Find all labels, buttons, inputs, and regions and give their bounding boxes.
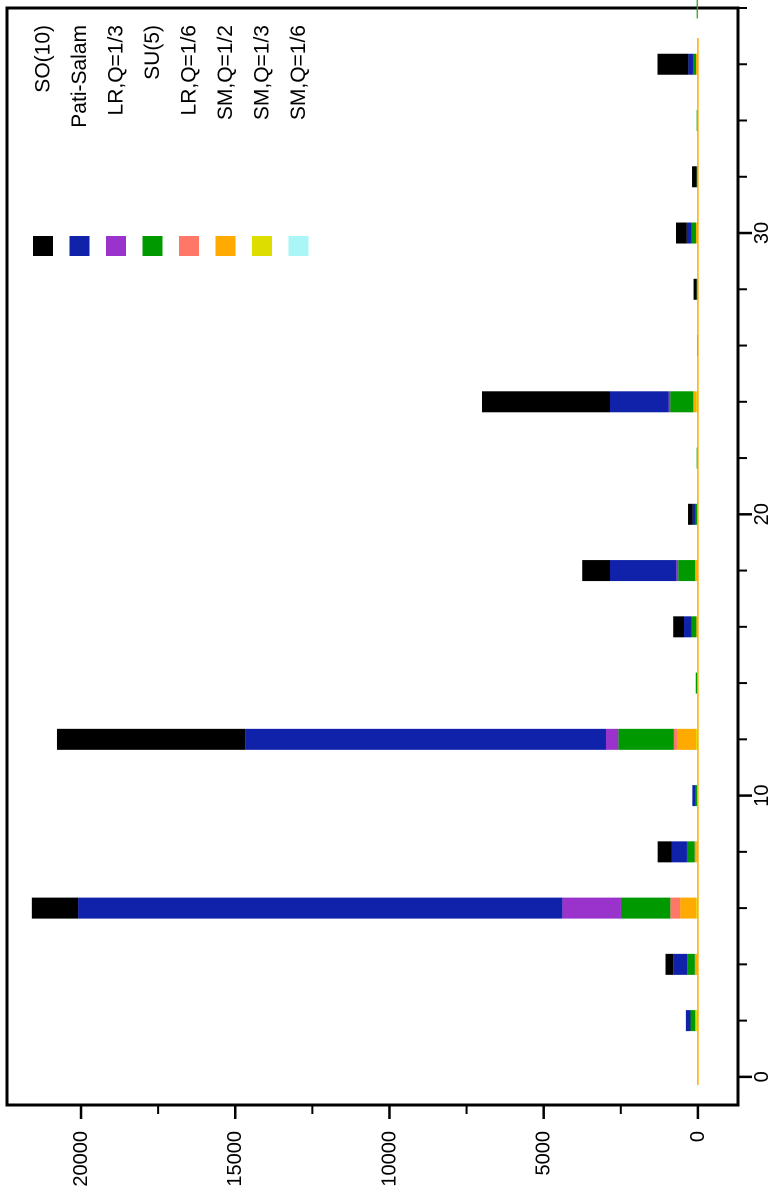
- bar-segment-su-5-x14: [695, 672, 698, 694]
- bar-segment-so-10-x12: [56, 728, 246, 750]
- bar-segment-su-5-x32: [696, 166, 698, 188]
- bar-segment-lr-q-1-3-x24: [668, 391, 671, 413]
- bar-segment-lr-q-1-6-x24: [693, 391, 694, 413]
- bars-group: [31, 0, 699, 1085]
- bar-segment-so-10-x36: [657, 53, 689, 75]
- bar-segment-pati-salam-x12: [245, 728, 606, 750]
- bar-segment-so-10-x32: [692, 166, 697, 188]
- bar-segment-su-5-x18: [678, 560, 696, 582]
- bar-segment-so-10-x30: [676, 222, 687, 244]
- bar-segment-sm-q-1-2-x4: [695, 953, 697, 975]
- bar-segment-lr-q-1-3-x6: [562, 897, 621, 919]
- bar-segment-lr-q-1-6-x4: [694, 953, 696, 975]
- bar-segment-so-10-x16: [673, 616, 685, 638]
- bar-segment-pati-salam-x2: [685, 1010, 691, 1032]
- legend: SO(10) Pati-Salam LR,Q=1/3 SU(5) LR,Q=1/6 SM,…: [32, 25, 310, 256]
- bar-segment-sm-q-1-3-x6: [696, 897, 698, 919]
- legend-swatch-lr-q-1-3: [106, 236, 126, 256]
- bar-segment-sm-q-1-2-x24: [693, 391, 697, 413]
- legend-swatch-pati-salam: [69, 236, 90, 256]
- y-tick-label: 10000: [378, 1131, 400, 1187]
- x-tick-label: 0: [751, 1071, 773, 1082]
- bar-segment-su-5-x6: [620, 897, 671, 919]
- bar-segment-lr-q-1-3-x18: [676, 560, 679, 582]
- legend-swatch-sm-q-1-2: [215, 236, 236, 256]
- legend-label-su-5: SU(5): [141, 25, 164, 80]
- legend-label-sm-q-1-2: SM,Q=1/2: [214, 25, 237, 120]
- x-tick-label: 30: [751, 222, 773, 244]
- bar-segment-pati-salam-x36: [688, 53, 693, 75]
- bar-segment-so-10-x24: [481, 391, 610, 413]
- bar-segment-su-5-x34: [696, 110, 698, 132]
- bar-segment-lr-q-1-6-x8: [694, 841, 696, 863]
- y-tick-label: 15000: [224, 1131, 246, 1187]
- bar-segment-pati-salam-x8: [671, 841, 687, 863]
- bar-segment-lr-q-1-6-x12: [673, 728, 677, 750]
- legend-swatch-lr-q-1-6: [179, 236, 199, 256]
- bar-segment-pati-salam-x10: [692, 785, 696, 807]
- bar-segment-su-5-x12: [618, 728, 674, 750]
- bar-segment-su-5-x16: [691, 616, 697, 638]
- legend-label-pati-salam: Pati-Salam: [68, 25, 91, 128]
- bar-segment-su-5-x10: [695, 785, 697, 807]
- bar-segment-so-10-x6: [31, 897, 79, 919]
- bar-segment-su-5-x4: [687, 953, 695, 975]
- bar-segment-pati-salam-x18: [609, 560, 677, 582]
- bar-segment-lr-q-1-6-x18: [695, 560, 696, 582]
- bar-segment-sm-q-1-3-x24: [696, 391, 698, 413]
- bar-segment-su-5-x8: [686, 841, 695, 863]
- bar-segment-sm-q-1-2-x38: [697, 0, 699, 19]
- legend-label-lr-q-1-6: LR,Q=1/6: [178, 25, 201, 115]
- bar-segment-su-5-x20: [695, 503, 698, 525]
- bar-segment-lr-q-1-3-x12: [605, 728, 619, 750]
- bar-segment-so-10-x18: [582, 560, 610, 582]
- bar-segment-pati-salam-x30: [686, 222, 692, 244]
- bar-segment-sm-q-1-2-x12: [676, 728, 697, 750]
- bar-segment-pati-salam-x4: [673, 953, 688, 975]
- bar-segment-lr-q-1-6-x6: [670, 897, 681, 919]
- bar-segment-su-5-x2: [690, 1010, 696, 1032]
- bar-segment-so-10-x28: [693, 278, 697, 300]
- y-tick-label: 5000: [533, 1131, 555, 1176]
- legend-swatch-sm-q-1-6: [288, 236, 309, 256]
- bar-segment-pati-salam-x24: [609, 391, 669, 413]
- bar-segment-so-10-x4: [665, 953, 674, 975]
- legend-label-sm-q-1-6: SM,Q=1/6: [287, 25, 310, 120]
- y-tick-label: 20000: [70, 1131, 92, 1187]
- bar-segment-sm-q-1-2-x36: [696, 53, 697, 75]
- legend-label-so-10: SO(10): [32, 25, 55, 93]
- bar-segment-su-5-x22: [696, 447, 698, 469]
- bar-segment-su-5-x30: [691, 222, 697, 244]
- bar-segment-sm-q-1-3-x12: [696, 728, 698, 750]
- legend-label-sm-q-1-3: SM,Q=1/3: [251, 25, 274, 120]
- bar-segment-su-5-x38: [696, 0, 698, 19]
- legend-swatch-sm-q-1-3: [252, 236, 272, 256]
- bar-segment-sm-q-1-2-x30: [696, 222, 697, 244]
- legend-swatch-su-5: [142, 236, 163, 256]
- legend-swatch-so-10: [33, 236, 53, 256]
- x-tick-label: 20: [751, 503, 773, 525]
- x-tick-label: 10: [751, 784, 773, 806]
- bar-segment-pati-salam-x20: [692, 503, 696, 525]
- plot-frame: [5, 6, 740, 1107]
- bar-segment-pati-salam-x16: [684, 616, 692, 638]
- y-tick-label: 0: [687, 1131, 709, 1142]
- bar-segment-sm-q-1-2-x2: [695, 1010, 697, 1032]
- bar-segment-sm-q-1-2-x8: [694, 841, 697, 863]
- bar-segment-so-10-x8: [657, 841, 672, 863]
- bar-segment-su-5-x24: [670, 391, 694, 413]
- bar-segment-sm-q-1-3-x2: [696, 1010, 698, 1032]
- axis-ticks-group: 0 10 20 30 0 5000 10000 15000 20000: [70, 7, 773, 1187]
- legend-label-lr-q-1-3: LR,Q=1/3: [105, 25, 128, 115]
- bar-segment-sm-q-1-2-x6: [680, 897, 697, 919]
- bar-segment-so-10-x20: [688, 503, 693, 525]
- bar-segment-su-5-x36: [692, 53, 697, 75]
- bar-segment-sm-q-1-2-x18: [695, 560, 697, 582]
- bar-segment-sm-q-1-2-x16: [696, 616, 698, 638]
- bar-segment-su-5-x28: [696, 278, 698, 300]
- bar-segment-pati-salam-x6: [78, 897, 563, 919]
